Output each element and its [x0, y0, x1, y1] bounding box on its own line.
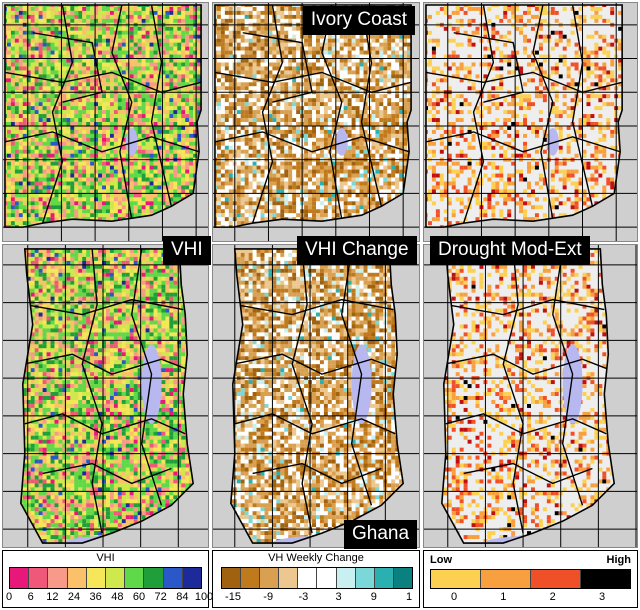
- legend-tick-label: 0: [5, 591, 13, 603]
- legend-swatch: [48, 568, 68, 588]
- map-ivory-coast-vhi: [2, 2, 209, 242]
- vegetation-pixels: [230, 248, 404, 544]
- legend-swatch: [374, 568, 394, 588]
- grid-lines: [3, 3, 208, 241]
- map-ivory-coast-vhi-change: Ivory Coast: [212, 2, 420, 242]
- map-canvas: [213, 245, 419, 547]
- legend-tick-label: 3: [598, 591, 606, 603]
- legend-swatch: [125, 568, 145, 588]
- legend-swatch: [86, 568, 107, 588]
- legend-change-ticks: -15 -9 -3 3 9 1: [213, 591, 419, 605]
- legend-tick-label: 2: [549, 591, 556, 603]
- legend-swatch: [531, 570, 581, 588]
- legend-drought-ticks: 0 1 2 3: [424, 591, 637, 605]
- grid-lines: [424, 3, 637, 241]
- map-ghana-vhi-change: [212, 244, 420, 548]
- legend-tick-label: 1: [500, 591, 507, 603]
- legend-tick-label: 3: [335, 591, 342, 603]
- legend-drought-bar: [430, 569, 631, 589]
- legend-swatch: [106, 568, 126, 588]
- legend-swatch: [581, 570, 630, 588]
- legend-swatch: [336, 568, 356, 588]
- legend-tick-label: 6: [27, 591, 34, 603]
- legend-vhi-ticks: 0 6 12 24 36 48 60 72 84 100: [3, 591, 213, 605]
- legend-tick-label: -9: [263, 591, 274, 603]
- legend-tick-label: 24: [67, 591, 81, 603]
- legend-swatch: [10, 568, 30, 588]
- map-canvas: [3, 3, 208, 241]
- legend-tick-label: 72: [154, 591, 167, 603]
- legend-tick-label: 12: [46, 591, 59, 603]
- legend-swatch: [67, 568, 87, 588]
- legend-change-bar: [221, 567, 413, 589]
- legend-swatch: [163, 568, 183, 588]
- map-canvas: [424, 3, 637, 241]
- legend-tick-label: 9: [370, 591, 377, 603]
- legend-swatch: [182, 568, 202, 588]
- country-outline: [20, 248, 194, 544]
- legend-tick-label: 1: [405, 591, 413, 603]
- legend-low-label: Low: [430, 554, 452, 566]
- ivory-coast-label: Ivory Coast: [302, 6, 415, 35]
- legend-swatch: [481, 570, 531, 588]
- grid-lines: [3, 245, 208, 547]
- legend-tick-label: -15: [225, 591, 241, 603]
- map-canvas: [213, 3, 419, 241]
- legend-vhi-title: VHI: [96, 552, 115, 564]
- ghana-label: Ghana: [344, 520, 418, 549]
- vegetation-pixels: [214, 4, 412, 228]
- legend-swatch: [355, 568, 375, 588]
- map-ghana-drought: [423, 244, 638, 548]
- map-ivory-coast-drought: [423, 2, 638, 242]
- legend-swatch: [260, 568, 280, 588]
- legend-swatch: [279, 568, 299, 588]
- legend-tick-label: 36: [89, 591, 102, 603]
- drought-label: Drought Mod-Ext: [430, 236, 590, 265]
- legend-tick-label: 84: [176, 591, 189, 603]
- legend-tick-label: 0: [450, 591, 458, 603]
- country-outline: [4, 4, 202, 228]
- legend-swatch: [241, 568, 261, 588]
- map-canvas: [3, 245, 208, 547]
- legend-tick-label: -3: [298, 591, 309, 603]
- legend-vhi-bar: [9, 567, 202, 589]
- legend-swatch: [317, 568, 337, 588]
- legend-change-title: VH Weekly Change: [268, 552, 364, 564]
- legend-drought: Low High 0 1 2 3: [423, 550, 638, 608]
- legend-tick-label: 48: [111, 591, 124, 603]
- legend-swatch: [29, 568, 49, 588]
- legend-tick-label: 60: [132, 591, 146, 603]
- vegetation-pixels: [4, 4, 202, 228]
- map-canvas: [424, 245, 637, 547]
- vegetation-pixels: [425, 4, 623, 228]
- country-outline: [441, 248, 616, 544]
- legend-swatch: [222, 568, 242, 588]
- legend-swatch: [298, 568, 318, 588]
- vegetation-pixels: [20, 248, 194, 544]
- admin-boundaries: [425, 4, 623, 224]
- country-outline: [214, 4, 412, 228]
- legend-swatch: [144, 568, 164, 588]
- legend-high-label: High: [606, 554, 631, 566]
- vhi-label: VHI: [163, 236, 211, 265]
- legend-vhi-change: VH Weekly Change -15 -9 -3 3 9 1: [212, 550, 420, 608]
- vhi-change-label: VHI Change: [297, 236, 417, 265]
- legend-vhi: VHI 0 6 12 24 36 48 60 72 84 100: [2, 550, 213, 608]
- legend-tick-label: 100: [194, 591, 214, 603]
- grid-lines: [213, 3, 419, 241]
- legend-swatch: [393, 568, 412, 588]
- map-ghana-vhi: [2, 244, 209, 548]
- legend-swatch: [431, 570, 481, 588]
- grid-lines: [213, 245, 419, 547]
